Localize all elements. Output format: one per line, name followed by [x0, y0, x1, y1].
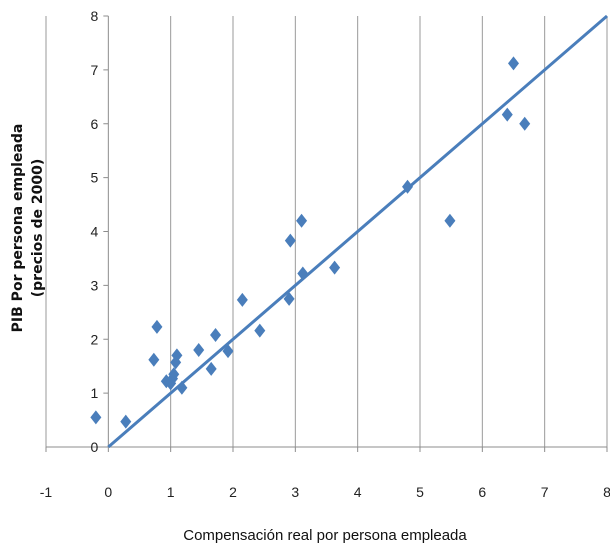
data-point-0-13: [210, 327, 222, 342]
x-axis-label: Compensación real por persona empleada: [183, 527, 467, 544]
x-tick-label-2: 1: [167, 484, 175, 500]
y-tick-label-7: 7: [91, 62, 99, 78]
y-tick-label-4: 4: [91, 224, 99, 240]
data-point-0-12: [205, 361, 217, 376]
data-point-0-10: [176, 380, 188, 395]
data-point-0-11: [193, 343, 205, 358]
x-tick-label-6: 5: [416, 484, 424, 500]
y-tick-label-3: 3: [91, 277, 99, 293]
data-point-0-16: [254, 323, 266, 338]
x-tick-label-9: 8: [603, 484, 610, 500]
axes: [45, 15, 608, 452]
data-point-0-22: [402, 179, 414, 194]
data-point-0-24: [501, 107, 513, 122]
y-axis-label-line-1: PIB Por persona empleada: [10, 124, 26, 333]
data-point-0-25: [508, 56, 519, 71]
y-tick-label-0: 0: [91, 439, 99, 455]
data-point-0-1: [120, 414, 132, 429]
data-points: [90, 56, 531, 429]
y-axis-label-line-2: (precios de 2000): [30, 159, 46, 298]
y-tick-label-8: 8: [91, 8, 99, 24]
trendline: [107, 14, 608, 449]
data-point-0-17: [283, 291, 295, 306]
data-point-0-9: [171, 348, 183, 363]
data-point-0-14: [222, 344, 234, 359]
data-point-0-21: [329, 260, 341, 275]
data-point-0-20: [297, 266, 309, 281]
data-point-0-15: [236, 292, 248, 307]
data-point-0-0: [90, 410, 102, 425]
x-tick-label-5: 4: [354, 484, 362, 500]
x-tick-label-8: 7: [541, 484, 549, 500]
x-tick-label-0: -1: [40, 484, 53, 500]
y-tick-label-5: 5: [91, 170, 99, 186]
y-axis-label: PIB Por persona empleada (precios de 200…: [10, 124, 46, 333]
gridlines: [45, 16, 608, 447]
y-tick-label-6: 6: [91, 116, 99, 132]
x-tick-label-7: 6: [478, 484, 486, 500]
x-tick-label-3: 2: [229, 484, 237, 500]
x-tick-labels: -1 0 1 2 3 4 5 6 7 8: [40, 484, 610, 500]
data-point-0-26: [519, 116, 531, 131]
data-point-0-23: [444, 213, 456, 228]
data-point-0-18: [284, 233, 296, 248]
y-tick-label-2: 2: [91, 331, 99, 347]
data-point-0-3: [151, 319, 163, 334]
data-point-0-19: [296, 213, 308, 228]
x-tick-label-4: 3: [291, 484, 299, 500]
x-tick-label-1: 0: [104, 484, 112, 500]
trendline-layer: [107, 14, 608, 449]
y-tick-label-1: 1: [91, 385, 99, 401]
data-point-0-7: [168, 367, 180, 382]
data-point-0-2: [148, 352, 160, 367]
y-tick-labels: 0 1 2 3 4 5 6 7 8: [91, 8, 99, 455]
